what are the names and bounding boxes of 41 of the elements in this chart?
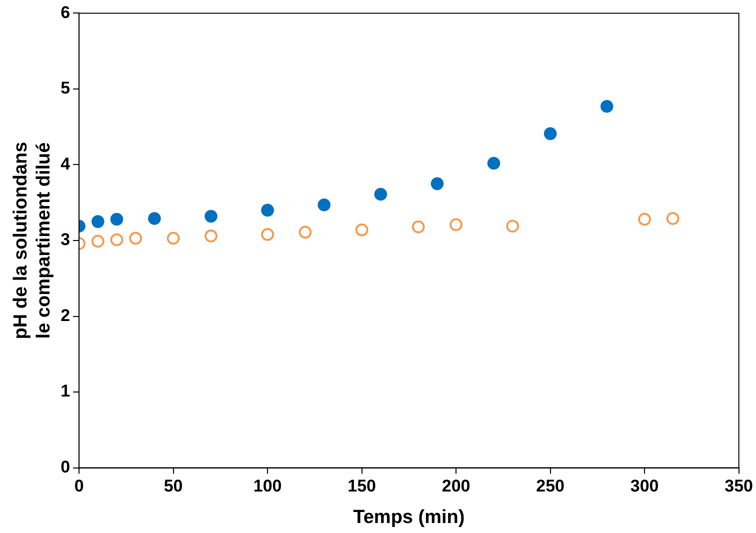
x-tick-label: 250	[536, 476, 564, 496]
point	[374, 188, 388, 201]
point	[430, 177, 444, 190]
point	[666, 212, 680, 225]
y-axis-title: pH de la solutiondans le compartiment dilué	[10, 142, 54, 340]
y-tick-label: 4	[60, 154, 71, 174]
point	[92, 215, 104, 228]
point	[110, 212, 124, 226]
point	[355, 223, 368, 236]
point	[298, 226, 312, 239]
y-tick-label: 2	[60, 306, 70, 325]
point	[92, 234, 104, 248]
point	[204, 230, 218, 242]
x-axis-title: Temps (min)	[353, 506, 465, 528]
point	[638, 212, 651, 226]
point	[110, 233, 124, 246]
point	[506, 220, 520, 233]
x-tick-label: 300	[630, 476, 659, 496]
point	[544, 127, 557, 140]
y-tick-label: 6	[60, 2, 70, 22]
x-tick-label: 100	[253, 476, 282, 496]
y-tick-label: 3	[60, 230, 70, 250]
x-tick-label: 350	[724, 476, 754, 496]
point	[318, 198, 331, 212]
x-tick-label: 150	[348, 476, 376, 496]
y-tick-label: 5	[60, 78, 70, 98]
point	[166, 232, 180, 245]
x-tick-label: 0	[74, 476, 84, 496]
point	[261, 228, 274, 241]
point	[450, 218, 462, 231]
point	[129, 232, 142, 245]
point	[204, 210, 218, 223]
point	[148, 212, 161, 225]
y-tick-label: 1	[60, 382, 70, 401]
y-tick-label: 0	[60, 457, 70, 476]
point	[487, 156, 500, 170]
x-tick-label: 50	[164, 476, 183, 496]
x-tick-label: 200	[442, 476, 470, 496]
point	[261, 204, 274, 217]
point	[412, 220, 425, 234]
point	[600, 100, 614, 113]
